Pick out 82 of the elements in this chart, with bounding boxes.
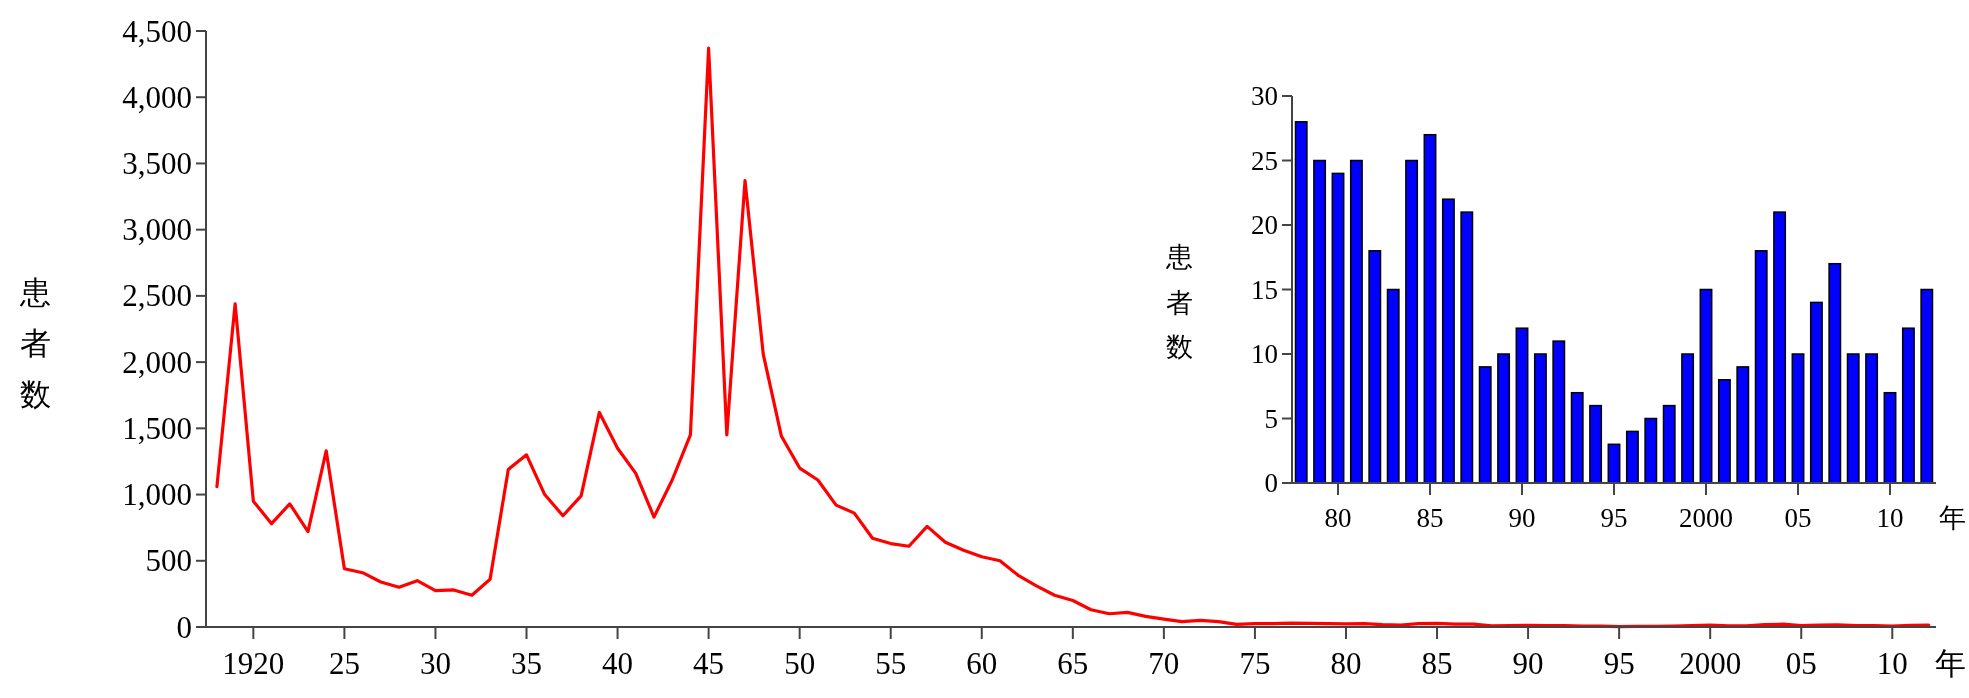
bar: [1662, 404, 1676, 484]
x-tick-label: 45: [693, 645, 725, 681]
bar: [1533, 353, 1547, 484]
bar: [1386, 288, 1400, 484]
x-tick-label: 70: [1148, 645, 1180, 681]
y-tick-label: 10: [1251, 339, 1278, 369]
y-tick-label: 1,000: [122, 477, 192, 513]
y-tick-label: 2,000: [122, 344, 192, 380]
bar: [1313, 159, 1327, 484]
x-tick-label: 2000: [1679, 502, 1733, 533]
bar: [1717, 379, 1731, 484]
bar: [1754, 250, 1768, 484]
bar: [1644, 417, 1658, 484]
bar: [1865, 353, 1879, 484]
bar: [1552, 340, 1566, 484]
bar: [1920, 288, 1934, 484]
bar: [1736, 366, 1750, 484]
x-axis-title: 年: [1939, 502, 1966, 533]
x-tick-label: 55: [875, 645, 907, 681]
x-tick-label: 10: [1876, 502, 1904, 533]
bar: [1349, 159, 1363, 484]
y-tick-label: 4,000: [122, 79, 192, 115]
bar: [1441, 198, 1455, 484]
x-tick-label: 30: [419, 645, 451, 681]
x-tick-label: 85: [1416, 502, 1444, 533]
bar: [1570, 391, 1584, 484]
x-tick-label: 90: [1508, 502, 1536, 533]
y-tick-label: 30: [1251, 81, 1278, 111]
y-tick-label: 20: [1251, 210, 1278, 240]
x-tick-label: 90: [1512, 645, 1544, 681]
bar: [1405, 159, 1419, 484]
x-tick-label: 05: [1785, 645, 1817, 681]
x-tick-label: 1920: [222, 645, 285, 681]
y-tick-label: 5: [1264, 403, 1278, 434]
bar: [1681, 353, 1695, 484]
bar: [1791, 353, 1805, 484]
y-tick-label: 25: [1251, 145, 1278, 176]
x-tick-label: 95: [1603, 645, 1635, 681]
bar: [1515, 327, 1529, 484]
x-tick-label: 05: [1784, 502, 1812, 533]
bar: [1809, 301, 1823, 484]
bar: [1331, 172, 1345, 484]
bar: [1368, 250, 1382, 484]
y-tick-label: 3,000: [122, 212, 192, 248]
x-tick-label: 85: [1421, 645, 1453, 681]
bar: [1846, 353, 1860, 484]
x-tick-label: 2000: [1679, 645, 1742, 681]
x-tick-label: 50: [784, 645, 816, 681]
y-tick-label: 1,500: [122, 410, 192, 446]
x-tick-label: 80: [1330, 645, 1362, 681]
y-tick-label: 500: [145, 543, 192, 579]
x-tick-label: 10: [1876, 645, 1908, 681]
x-tick-label: 40: [602, 645, 634, 681]
y-axis-title: 患者数: [1165, 220, 1195, 360]
bar: [1773, 211, 1787, 484]
bar: [1478, 366, 1492, 484]
y-tick-label: 3,500: [122, 145, 192, 181]
bar: [1828, 262, 1842, 484]
x-tick-label: 80: [1324, 502, 1352, 533]
y-tick-label: 0: [1264, 468, 1278, 498]
x-tick-label: 65: [1057, 645, 1089, 681]
x-tick-label: 95: [1600, 502, 1628, 533]
x-tick-label: 25: [328, 645, 360, 681]
x-tick-label: 35: [511, 645, 543, 681]
x-axis-title: 年: [1935, 645, 1966, 681]
bar: [1460, 211, 1474, 484]
y-tick-label: 2,500: [122, 278, 192, 314]
bar: [1883, 391, 1897, 484]
bar: [1423, 133, 1437, 484]
bar: [1699, 288, 1713, 484]
x-tick-label: 75: [1239, 645, 1271, 681]
x-tick-label: 60: [966, 645, 998, 681]
bar: [1901, 327, 1915, 484]
bar: [1294, 121, 1308, 484]
bar: [1589, 404, 1603, 484]
y-tick-label: 0: [176, 609, 192, 645]
y-axis-title: 患者数: [18, 251, 54, 410]
bar: [1497, 353, 1511, 484]
line-series: [215, 46, 1931, 629]
y-tick-label: 4,500: [122, 13, 192, 49]
y-tick-label: 15: [1251, 274, 1278, 305]
bar: [1625, 430, 1639, 484]
